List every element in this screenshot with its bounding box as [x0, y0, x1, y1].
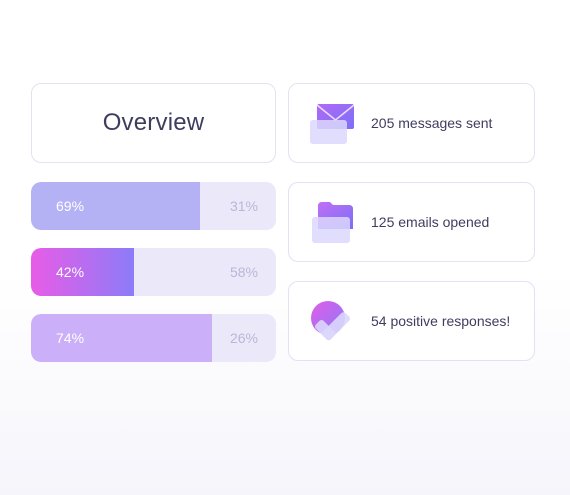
progress-bar-value-1: 69%	[56, 198, 85, 214]
stat-card-messages: 205 messages sent	[288, 83, 535, 163]
overview-card: Overview	[31, 83, 276, 163]
progress-bar-2: 42% 58%	[31, 248, 276, 296]
overview-title: Overview	[102, 109, 205, 136]
progress-bar-value-3: 74%	[56, 330, 85, 346]
folder-icon	[312, 202, 353, 243]
progress-bar-fill-3	[31, 314, 213, 362]
progress-bar-remaining-3: 26%	[229, 330, 258, 346]
progress-bar-3: 74% 26%	[31, 314, 276, 362]
stat-card-emails: 125 emails opened	[288, 182, 535, 262]
check-icon	[311, 301, 351, 341]
stat-label-emails: 125 emails opened	[371, 214, 490, 230]
stat-card-responses: 54 positive responses!	[288, 281, 535, 361]
envelope-icon	[310, 104, 355, 144]
progress-bar-fill-2	[31, 248, 134, 296]
stat-label-messages: 205 messages sent	[371, 115, 493, 131]
stat-label-responses: 54 positive responses!	[371, 313, 511, 329]
progress-bar-value-2: 42%	[56, 264, 85, 280]
progress-bar-1: 69% 31%	[31, 182, 276, 230]
progress-bar-remaining-2: 58%	[229, 264, 258, 280]
progress-bar-fill-1	[31, 182, 201, 230]
progress-bar-remaining-1: 31%	[229, 198, 258, 214]
